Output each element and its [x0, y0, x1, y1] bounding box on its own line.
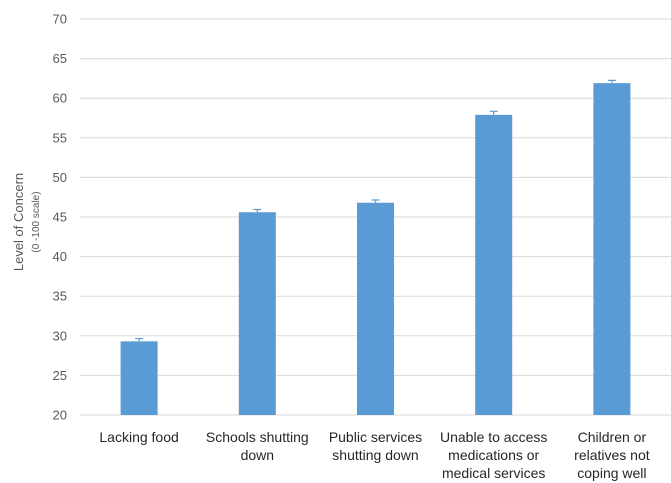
x-category-label: Children or relatives not coping well: [574, 429, 650, 481]
bar: [120, 341, 158, 415]
y-tick-label: 20: [53, 408, 67, 423]
error-bar: [371, 199, 380, 203]
x-category-label: Public services shutting down: [329, 429, 422, 463]
bar: [475, 114, 513, 415]
x-category-label: Lacking food: [99, 429, 178, 445]
x-axis-category-labels: Lacking food Schools shutting down Public s…: [99, 429, 649, 481]
x-category-label: Schools shutting down: [206, 429, 309, 463]
bar: [357, 202, 394, 415]
bars: [120, 83, 631, 415]
bar: [593, 83, 631, 415]
y-tick-label: 40: [53, 249, 67, 264]
y-tick-label: 30: [53, 328, 67, 343]
y-tick-label: 60: [53, 91, 67, 106]
y-axis-sublabel: (0 -100 scale): [31, 191, 42, 252]
y-tick-label: 50: [53, 170, 67, 185]
x-category-label: Unable to access medications or medical se…: [440, 429, 547, 481]
error-bar: [489, 110, 498, 115]
y-tick-label: 35: [53, 289, 67, 304]
error-bars: [135, 79, 616, 342]
y-tick-label: 65: [53, 51, 67, 66]
y-axis-tick-labels: 20 25 30 35 40 45 50 55 60 65 70: [53, 12, 67, 423]
y-tick-label: 70: [53, 12, 67, 27]
error-bar: [135, 337, 144, 342]
y-tick-label: 25: [53, 368, 67, 383]
bar: [238, 212, 276, 415]
error-bar: [607, 79, 616, 84]
y-tick-label: 55: [53, 130, 67, 145]
y-axis-label: Level of Concern: [11, 173, 26, 271]
error-bar: [253, 208, 262, 213]
y-tick-label: 45: [53, 210, 67, 225]
